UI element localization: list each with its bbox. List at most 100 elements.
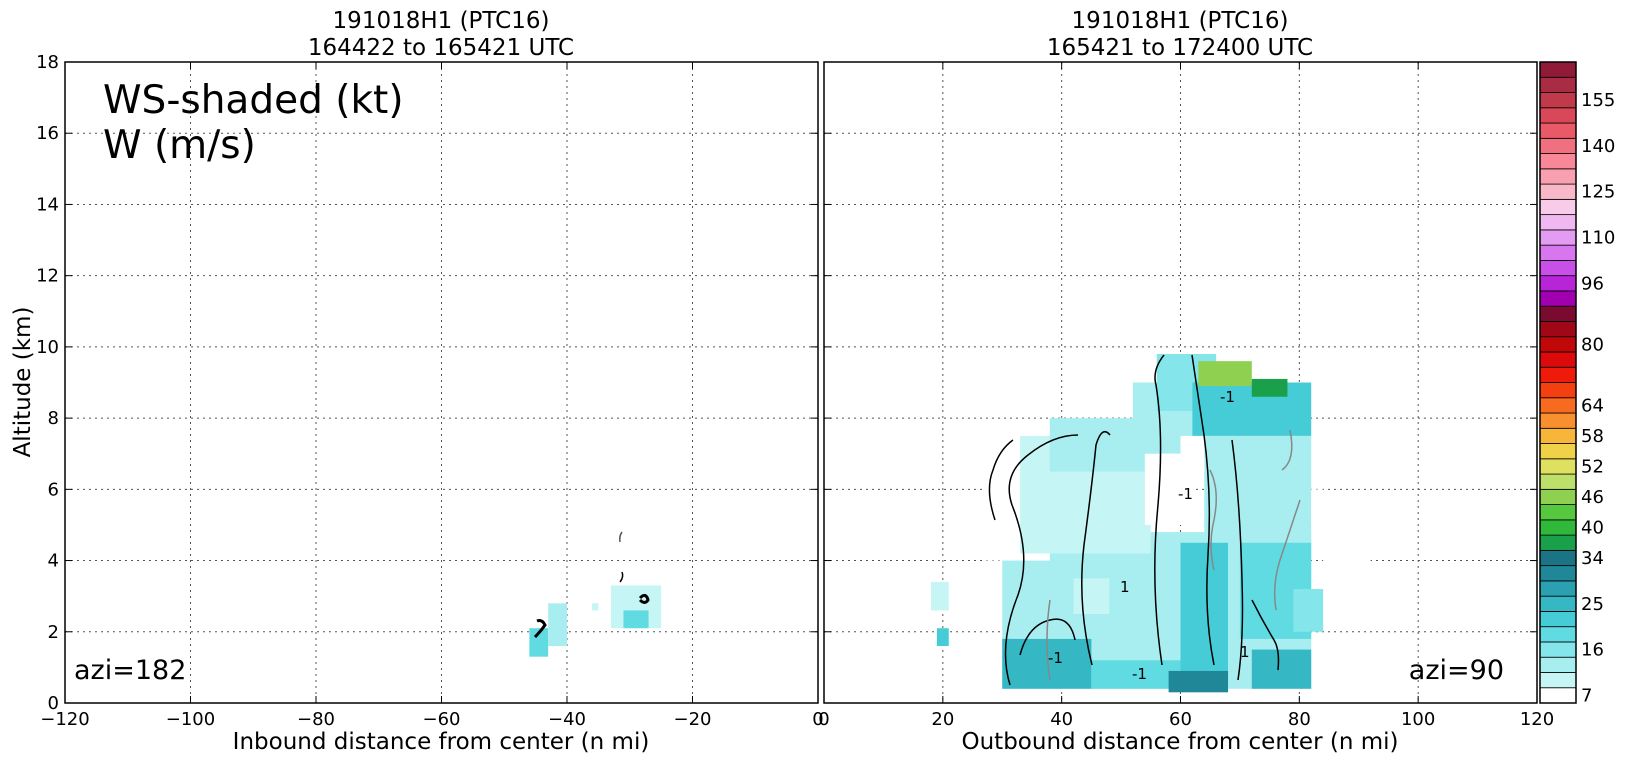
outbound-x-tick-label: 100 xyxy=(1401,709,1435,730)
colorbar-tick-label: 25 xyxy=(1581,594,1604,615)
colorbar-swatch xyxy=(1539,168,1577,185)
outbound-shading xyxy=(930,354,1371,693)
w-contour-line xyxy=(1154,354,1165,666)
inbound-x-tick-label: −60 xyxy=(423,709,461,730)
inbound-ws-cell xyxy=(548,603,567,647)
colorbar-tick-label: 16 xyxy=(1581,640,1604,661)
colorbar-tick-label: 7 xyxy=(1581,685,1592,706)
outbound-x-axis-label: Outbound distance from center (n mi) xyxy=(962,729,1399,755)
colorbar: 7 16 25 34 40 46 52 58 64 80 96 110 125 140 155 xyxy=(1539,61,1615,706)
colorbar-swatch xyxy=(1539,382,1577,399)
outbound-x-tick-label: 40 xyxy=(1050,709,1073,730)
colorbar-tick-label: 64 xyxy=(1581,395,1604,416)
outbound-x-ticks: 0 20 40 60 80 100 120 xyxy=(818,62,1554,730)
colorbar-swatch xyxy=(1539,397,1577,414)
colorbar-swatch xyxy=(1539,305,1577,322)
inbound-title-line1: 191018H1 (PTC16) xyxy=(333,8,550,34)
y-tick-label: 18 xyxy=(36,52,59,73)
outbound-y-ticks xyxy=(824,61,1537,704)
inbound-w-contours xyxy=(533,531,650,639)
colorbar-tick-label: 46 xyxy=(1581,487,1604,508)
colorbar-tick-label: 80 xyxy=(1581,334,1604,355)
colorbar-swatch xyxy=(1539,519,1577,536)
colorbar-swatch xyxy=(1539,443,1577,460)
w-contour-line xyxy=(1004,434,1079,686)
y-tick-label: 4 xyxy=(48,551,59,572)
inbound-y-ticks: 0 2 4 6 8 10 12 14 16 18 xyxy=(36,52,818,714)
colorbar-tick-label: 58 xyxy=(1581,426,1604,447)
colorbar-swatch xyxy=(1539,137,1577,154)
colorbar-swatch xyxy=(1539,366,1577,383)
y-axis-label: Altitude (km) xyxy=(10,307,36,458)
colorbar-swatch xyxy=(1539,672,1577,689)
y-tick-label: 8 xyxy=(48,408,59,429)
y-tick-label: 10 xyxy=(36,337,59,358)
w-contour-line xyxy=(619,571,624,583)
contour-label: -1 xyxy=(1178,485,1193,503)
colorbar-swatch xyxy=(1539,488,1577,505)
outbound-title-line1: 191018H1 (PTC16) xyxy=(1072,8,1289,34)
outbound-ws-cell xyxy=(1251,378,1288,397)
colorbar-swatch xyxy=(1539,687,1577,704)
outbound-ws-cell xyxy=(1180,542,1229,686)
w-contour-line xyxy=(1273,499,1301,611)
y-tick-label: 0 xyxy=(48,693,59,714)
legend-ws-shaded: WS-shaded (kt) xyxy=(103,78,404,123)
legend-w: W (m/s) xyxy=(103,123,256,168)
outbound-ws-cell xyxy=(1293,589,1324,632)
outbound-x-tick-label: 60 xyxy=(1169,709,1192,730)
colorbar-swatch xyxy=(1539,595,1577,612)
w-contour-line xyxy=(1046,599,1051,681)
y-tick-label: 12 xyxy=(36,266,59,287)
colorbar-tick-label: 96 xyxy=(1581,273,1604,294)
y-tick-label: 6 xyxy=(48,479,59,500)
contour-label: 1 xyxy=(1120,578,1130,596)
inbound-shading xyxy=(529,524,662,657)
outbound-x-tick-label: 20 xyxy=(931,709,954,730)
w-contour-line xyxy=(619,531,623,543)
colorbar-swatch xyxy=(1539,641,1577,658)
outbound-ws-cell xyxy=(1346,467,1353,476)
w-contour-line xyxy=(988,439,1014,521)
inbound-x-tick-label: −80 xyxy=(297,709,335,730)
outbound-x-tick-label: 0 xyxy=(818,709,829,730)
outbound-ws-cell xyxy=(1251,649,1312,689)
inbound-x-axis-label: Inbound distance from center (n mi) xyxy=(233,729,650,755)
w-contour-line xyxy=(533,619,547,639)
colorbar-swatch xyxy=(1539,122,1577,139)
colorbar-swatch xyxy=(1539,458,1577,475)
inbound-ws-cell xyxy=(623,610,649,629)
outbound-ws-cell xyxy=(1073,578,1110,614)
colorbar-tick-label: 34 xyxy=(1581,548,1604,569)
contour-label: -1 xyxy=(1220,388,1235,406)
outbound-contour-labels: 1 -1 -1 -1 -1 1 xyxy=(1048,388,1250,683)
colorbar-tick-label: 125 xyxy=(1581,182,1615,203)
inbound-x-tick-label: −100 xyxy=(166,709,215,730)
colorbar-swatch xyxy=(1539,76,1577,93)
inbound-ws-cell xyxy=(529,628,549,657)
y-tick-label: 2 xyxy=(48,622,59,643)
outbound-ws-cell xyxy=(1198,361,1252,387)
w-contour-line xyxy=(1251,599,1280,671)
w-contour-line xyxy=(1019,618,1076,656)
inbound-x-tick-label: 0 xyxy=(812,709,823,730)
colorbar-swatch xyxy=(1539,290,1577,307)
outbound-ws-cell xyxy=(1091,660,1181,689)
outbound-ws-cell xyxy=(1311,489,1324,525)
colorbar-tick-label: 140 xyxy=(1581,136,1615,157)
colorbar-swatch xyxy=(1539,107,1577,124)
contour-label: -1 xyxy=(1132,665,1147,683)
inbound-x-tick-label: −40 xyxy=(548,709,586,730)
outbound-ws-cell xyxy=(930,581,949,611)
colorbar-swatch xyxy=(1539,336,1577,353)
colorbar-swatch xyxy=(1539,473,1577,490)
colorbar-swatch xyxy=(1539,504,1577,521)
colorbar-swatch xyxy=(1539,534,1577,551)
inbound-ws-cell xyxy=(554,596,561,604)
outbound-title-line2: 165421 to 172400 UTC xyxy=(1047,35,1313,61)
colorbar-swatch xyxy=(1539,427,1577,444)
colorbar-tick-label: 110 xyxy=(1581,228,1615,249)
w-contour-line xyxy=(1081,430,1111,666)
w-contour-line xyxy=(1191,354,1215,666)
